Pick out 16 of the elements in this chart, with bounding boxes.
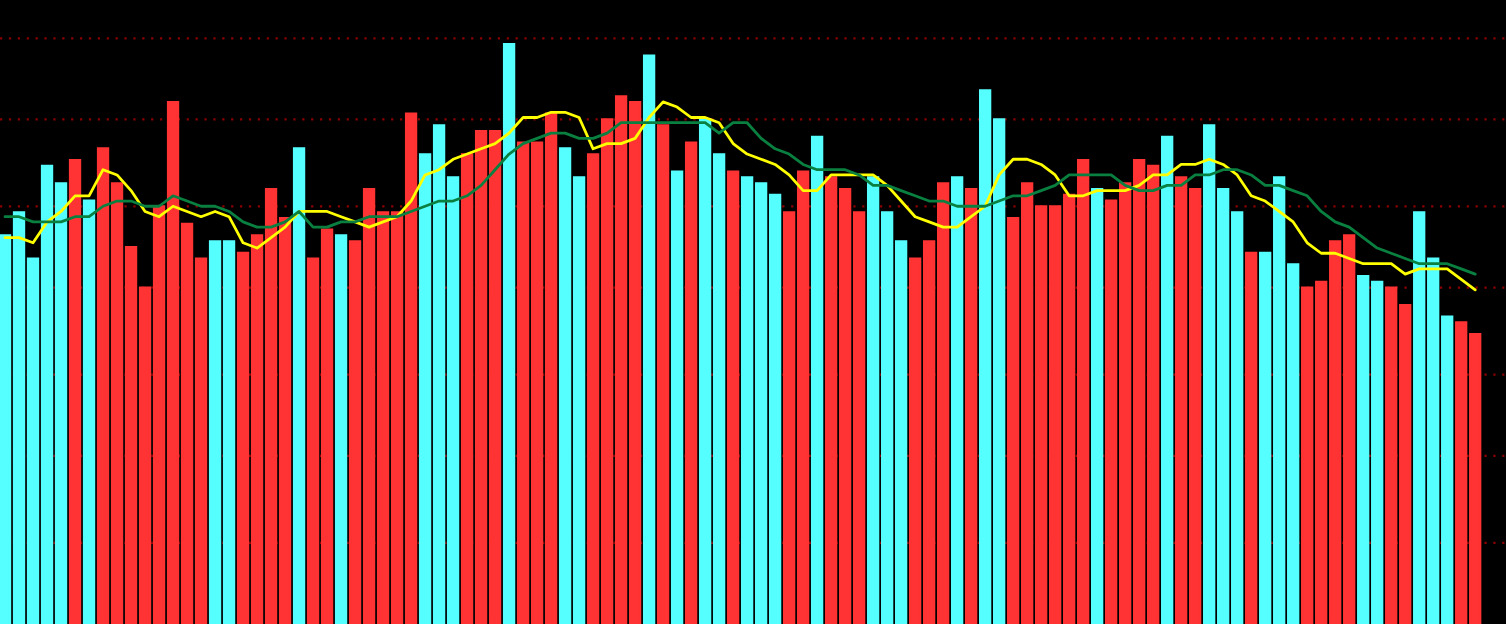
bar [292,147,306,624]
bar [810,135,824,624]
bar [502,42,516,624]
bar [1245,251,1258,624]
bar [670,170,684,624]
bar [656,124,670,624]
bar [642,54,656,624]
bar [82,199,96,624]
bar [684,141,698,624]
bar [964,187,978,624]
bar [950,176,964,624]
bar [1091,187,1104,624]
bar [726,170,740,624]
bar [1161,135,1174,624]
bar [334,234,348,624]
bar [68,158,82,624]
